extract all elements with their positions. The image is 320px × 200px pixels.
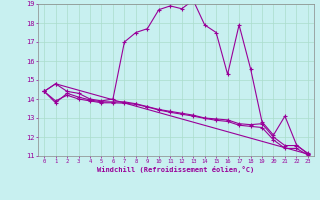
X-axis label: Windchill (Refroidissement éolien,°C): Windchill (Refroidissement éolien,°C) [97,166,255,173]
